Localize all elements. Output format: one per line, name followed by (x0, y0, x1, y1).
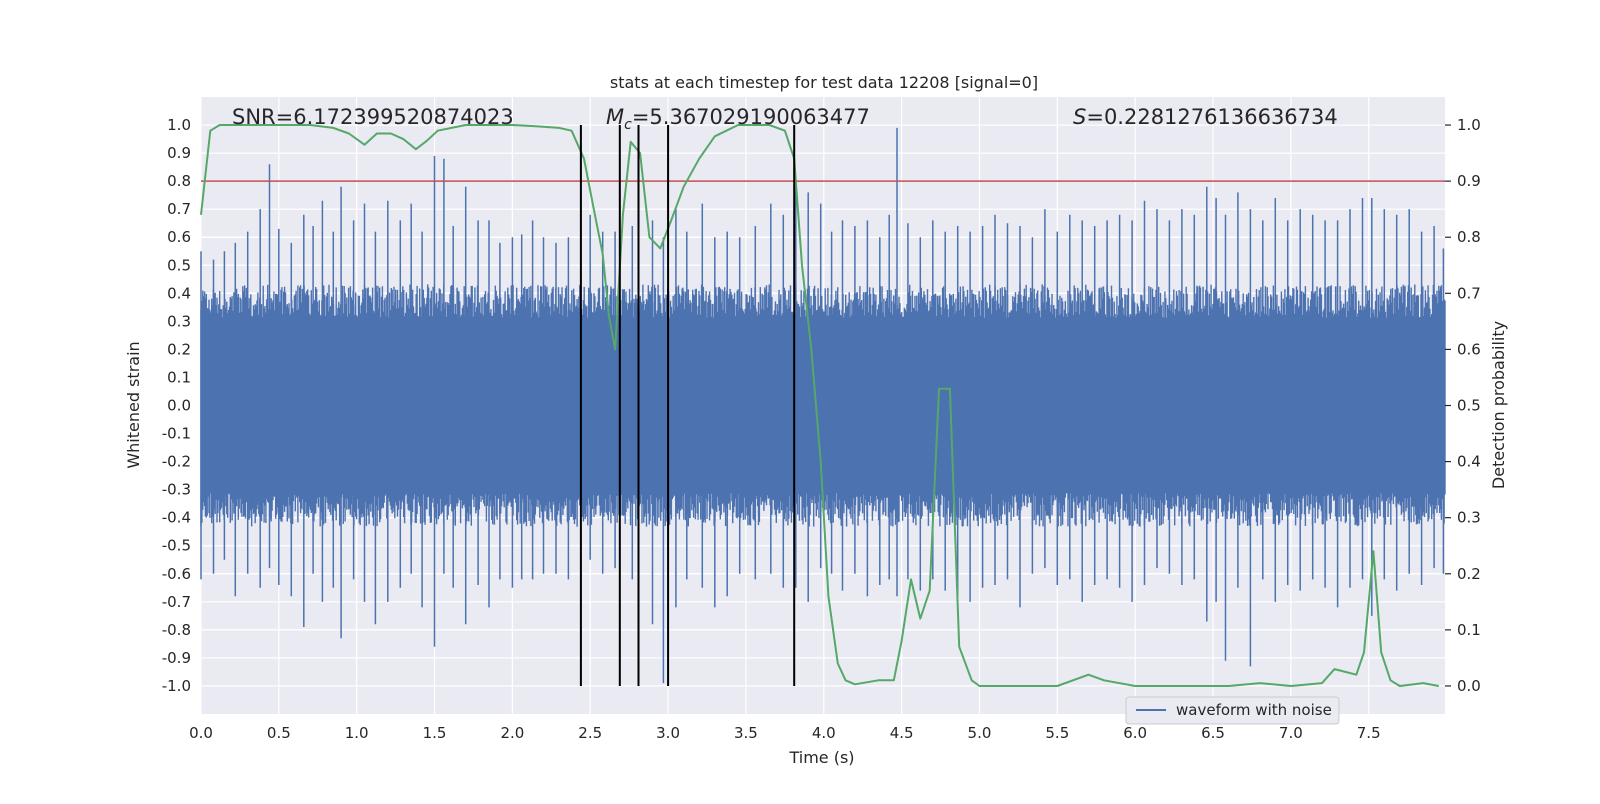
y-tick-label: -0.4 (162, 509, 191, 527)
y-axis-ticks: 1.0 0.9 0.8 0.7 0.6 0.5 0.4 0.3 0.2 0.1 0.0 -0.1 -0.… (162, 116, 191, 695)
waveform-series (200, 127, 1446, 684)
y-axis-label: Whitened strain (124, 341, 143, 468)
spin-symbol: S (1073, 105, 1086, 129)
y-tick-label: 0.0 (167, 397, 191, 415)
y-tick-label: -0.1 (162, 425, 191, 443)
x-tick-label: 3.0 (656, 724, 680, 742)
x-tick-label: 7.0 (1279, 724, 1303, 742)
y-tick-label: 0.8 (167, 172, 191, 190)
chirp-mass-symbol: M (606, 105, 624, 129)
x-tick-label: 7.5 (1357, 724, 1381, 742)
y2-axis-label: Detection probability (1489, 321, 1508, 489)
y2-axis-ticks: 1.0 0.9 0.8 0.7 0.6 0.5 0.4 0.3 0.2 0.1 0.0 (1445, 116, 1481, 695)
y-tick-label: -0.6 (162, 565, 191, 583)
spin-annotation: S=0.2281276136636734 (1073, 105, 1338, 129)
x-tick-label: 1.5 (423, 724, 447, 742)
x-tick-label: 2.5 (578, 724, 602, 742)
legend-entry-waveform: waveform with noise (1176, 701, 1332, 719)
x-tick-label: 5.5 (1045, 724, 1069, 742)
y2-tick-label: 0.7 (1457, 284, 1481, 302)
chart-title: stats at each timestep for test data 122… (610, 73, 1038, 92)
y-tick-label: 0.5 (167, 256, 191, 274)
chirp-mass-annotation: Mc=5.367029190063477 (606, 105, 870, 133)
x-axis-ticks: 0.0 0.5 1.0 1.5 2.0 2.5 3.0 3.5 4.0 4.5 5.0 5.5 6.0 6… (189, 724, 1381, 742)
y-tick-label: 0.9 (167, 144, 191, 162)
chirp-mass-subscript: c (624, 117, 632, 133)
x-tick-label: 0.0 (189, 724, 213, 742)
legend: waveform with noise (1125, 696, 1340, 725)
x-tick-label: 1.0 (345, 724, 369, 742)
x-tick-label: 6.5 (1201, 724, 1225, 742)
y-tick-label: 0.2 (167, 340, 191, 358)
y-tick-label: 0.1 (167, 368, 191, 386)
x-tick-label: 5.0 (968, 724, 992, 742)
y-tick-label: 0.6 (167, 228, 191, 246)
y2-tick-label: 1.0 (1457, 116, 1481, 134)
y2-tick-label: 0.5 (1457, 397, 1481, 415)
y2-tick-label: 0.8 (1457, 228, 1481, 246)
chirp-mass-value: =5.367029190063477 (632, 105, 870, 129)
y-tick-label: 0.7 (167, 200, 191, 218)
x-tick-label: 6.0 (1123, 724, 1147, 742)
y-tick-label: -0.3 (162, 481, 191, 499)
y-tick-label: 1.0 (167, 116, 191, 134)
y-tick-label: 0.3 (167, 312, 191, 330)
snr-annotation: SNR=6.172399520874023 (232, 105, 514, 129)
y-tick-label: -0.7 (162, 593, 191, 611)
y-tick-label: -0.5 (162, 537, 191, 555)
y2-tick-label: 0.1 (1457, 621, 1481, 639)
x-axis-label: Time (s) (788, 748, 854, 767)
x-tick-label: 4.0 (812, 724, 836, 742)
legend-box (1125, 696, 1340, 725)
event-markers (579, 125, 796, 686)
y-tick-label: -0.8 (162, 621, 191, 639)
y2-tick-label: 0.0 (1457, 677, 1481, 695)
x-tick-label: 4.5 (890, 724, 914, 742)
y-tick-label: -0.2 (162, 453, 191, 471)
x-tick-label: 0.5 (267, 724, 291, 742)
x-tick-label: 2.0 (500, 724, 524, 742)
y2-tick-label: 0.2 (1457, 565, 1481, 583)
spin-value: =0.2281276136636734 (1086, 105, 1337, 129)
y2-tick-label: 0.9 (1457, 172, 1481, 190)
y-tick-label: -1.0 (162, 677, 191, 695)
x-tick-label: 3.5 (734, 724, 758, 742)
y-tick-label: -0.9 (162, 649, 191, 667)
y2-tick-label: 0.6 (1457, 340, 1481, 358)
y-tick-label: 0.4 (167, 284, 191, 302)
y2-tick-label: 0.3 (1457, 509, 1481, 527)
y2-tick-label: 0.4 (1457, 453, 1481, 471)
